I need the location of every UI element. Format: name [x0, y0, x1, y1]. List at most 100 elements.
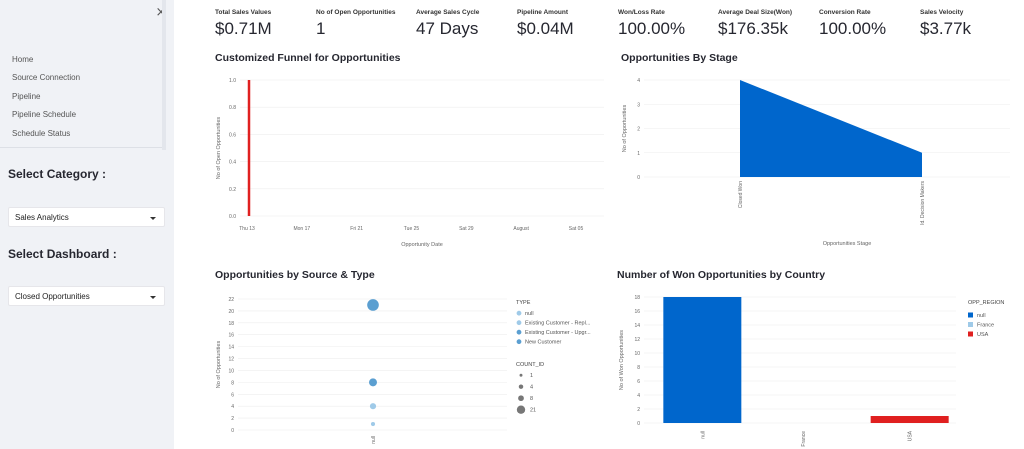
x-tick-label: Sat 05 — [569, 226, 584, 232]
legend-label: France — [977, 323, 994, 329]
kpi-open-opportunities: No of Open Opportunities 1 — [316, 9, 395, 39]
dashboard-heading: Select Dashboard : — [8, 247, 117, 261]
y-tick-label: 12 — [228, 357, 234, 363]
y-axis-label: No of Opportunities — [622, 105, 628, 153]
kpi-pipeline-amount: Pipeline Amount $0.04M — [517, 9, 574, 39]
nav-scrollbar[interactable] — [162, 0, 166, 150]
y-tick-label: 1.0 — [229, 78, 236, 84]
kpi-value: $0.71M — [215, 19, 272, 38]
legend-swatch — [968, 331, 973, 337]
caret-down-icon — [150, 296, 156, 299]
kpi-sales-velocity: Sales Velocity $3.77k — [920, 9, 971, 39]
y-tick-label: 0 — [637, 421, 640, 427]
sidebar-nav: Home Source Connection Pipeline Pipeline… — [0, 50, 162, 148]
legend-label: USA — [977, 332, 989, 338]
caret-down-icon — [150, 217, 156, 220]
legend-title: COUNT_ID — [516, 362, 544, 368]
y-tick-label: 14 — [228, 345, 234, 351]
nav-item-pipeline-schedule[interactable]: Pipeline Schedule — [12, 110, 77, 119]
y-tick-label: 3 — [637, 102, 640, 108]
nav-item-schedule-status[interactable]: Schedule Status — [12, 129, 71, 138]
y-tick-label: 6 — [231, 392, 234, 398]
close-sidebar-button[interactable]: × — [155, 5, 167, 20]
x-tick-label: Thu 13 — [239, 226, 255, 232]
legend-swatch — [516, 339, 522, 345]
stage-chart[interactable]: 0 1 2 3 4 Closed Won Id. Decision Makers Opport… — [618, 68, 1016, 258]
kpi-label: Won/Loss Rate — [618, 9, 665, 16]
x-tick-label: Fri 21 — [350, 226, 363, 232]
dashboard-select[interactable]: Closed Opportunities — [8, 286, 165, 306]
y-tick-label: 20 — [228, 309, 234, 315]
kpi-value: $176.35k — [718, 19, 788, 38]
x-tick-label: Closed Won — [738, 181, 744, 208]
y-tick-label: 0 — [231, 428, 234, 434]
kpi-label: Total Sales Values — [215, 9, 272, 16]
kpi-value: 1 — [316, 19, 326, 38]
legend-label: 4 — [530, 385, 533, 391]
y-tick-label: 12 — [634, 337, 640, 343]
kpi-conversion-rate: Conversion Rate 100.00% — [819, 9, 886, 39]
kpi-label: Conversion Rate — [819, 9, 871, 16]
y-tick-label: 0 — [637, 175, 640, 181]
kpi-label: Sales Velocity — [920, 9, 964, 16]
kpi-label: Average Deal Size(Won) — [718, 9, 793, 16]
y-tick-label: 8 — [231, 380, 234, 386]
y-tick-label: 0.4 — [229, 160, 236, 166]
funnel-chart[interactable]: 0.0 0.2 0.4 0.6 0.8 1.0 Thu 13 Mon 17 Fri 21 Tue … — [212, 68, 610, 258]
x-tick-label: Tue 25 — [404, 226, 420, 232]
y-tick-label: 14 — [634, 323, 640, 329]
legend-size-swatch — [518, 395, 524, 402]
kpi-average-deal-size: Average Deal Size(Won) $176.35k — [718, 9, 792, 39]
y-tick-label: 18 — [228, 321, 234, 327]
dashboard-select-value: Closed Opportunities — [15, 292, 90, 301]
y-axis-label: No of Opportunities — [216, 341, 222, 389]
kpi-label: Average Sales Cycle — [416, 9, 480, 16]
legend-swatch — [968, 312, 973, 318]
legend-swatch — [516, 329, 522, 335]
x-tick-label: Mon 17 — [293, 226, 310, 232]
kpi-value: 100.00% — [819, 19, 887, 38]
source-type-chart-title: Opportunities by Source & Type — [215, 269, 375, 281]
nav-item-source-connection[interactable]: Source Connection — [12, 73, 81, 82]
country-bar — [870, 416, 949, 423]
x-tick-label: Sat 29 — [459, 226, 474, 232]
legend-swatch — [516, 320, 522, 326]
legend-size-swatch — [519, 373, 523, 377]
legend-size-swatch — [516, 405, 526, 414]
category-heading: Select Category : — [8, 167, 107, 181]
scatter-point — [369, 403, 377, 410]
legend-label: 21 — [530, 408, 536, 414]
y-tick-label: 1 — [637, 151, 640, 157]
x-tick-label: null — [700, 431, 706, 439]
y-tick-label: 8 — [637, 365, 640, 371]
country-chart[interactable]: 0 2 4 6 8 10 12 14 16 18 null France USA No of Won Op… — [614, 284, 1016, 449]
legend-size-swatch — [518, 384, 524, 389]
nav-item-pipeline[interactable]: Pipeline — [12, 92, 41, 101]
country-bar — [663, 297, 742, 423]
kpi-average-sales-cycle: Average Sales Cycle 47 Days — [416, 9, 479, 39]
y-tick-label: 18 — [634, 295, 640, 301]
x-tick-label: Id. Decision Makers — [920, 181, 926, 225]
y-tick-label: 4 — [637, 78, 640, 84]
y-tick-label: 16 — [634, 309, 640, 315]
x-tick-label: August — [513, 226, 529, 232]
legend-label: null — [525, 311, 534, 317]
scatter-point — [367, 299, 379, 311]
y-tick-label: 2 — [231, 416, 234, 422]
y-tick-label: 16 — [228, 333, 234, 339]
y-tick-label: 2 — [637, 127, 640, 133]
kpi-total-sales-values: Total Sales Values $0.71M — [215, 9, 272, 39]
category-select[interactable]: Sales Analytics — [8, 207, 165, 227]
y-tick-label: 0.2 — [229, 187, 236, 193]
legend-swatch — [516, 310, 522, 316]
legend-title: TYPE — [516, 300, 531, 306]
legend-label: Existing Customer - Upgr... — [525, 330, 591, 336]
legend-label: 8 — [530, 396, 533, 402]
legend-label: New Customer — [525, 340, 562, 346]
kpi-value: $0.04M — [517, 19, 574, 38]
nav-item-home[interactable]: Home — [12, 55, 34, 64]
y-axis-label: No of Open Opportunities — [216, 117, 222, 180]
y-tick-label: 2 — [637, 407, 640, 413]
y-tick-label: 0.8 — [229, 105, 236, 111]
